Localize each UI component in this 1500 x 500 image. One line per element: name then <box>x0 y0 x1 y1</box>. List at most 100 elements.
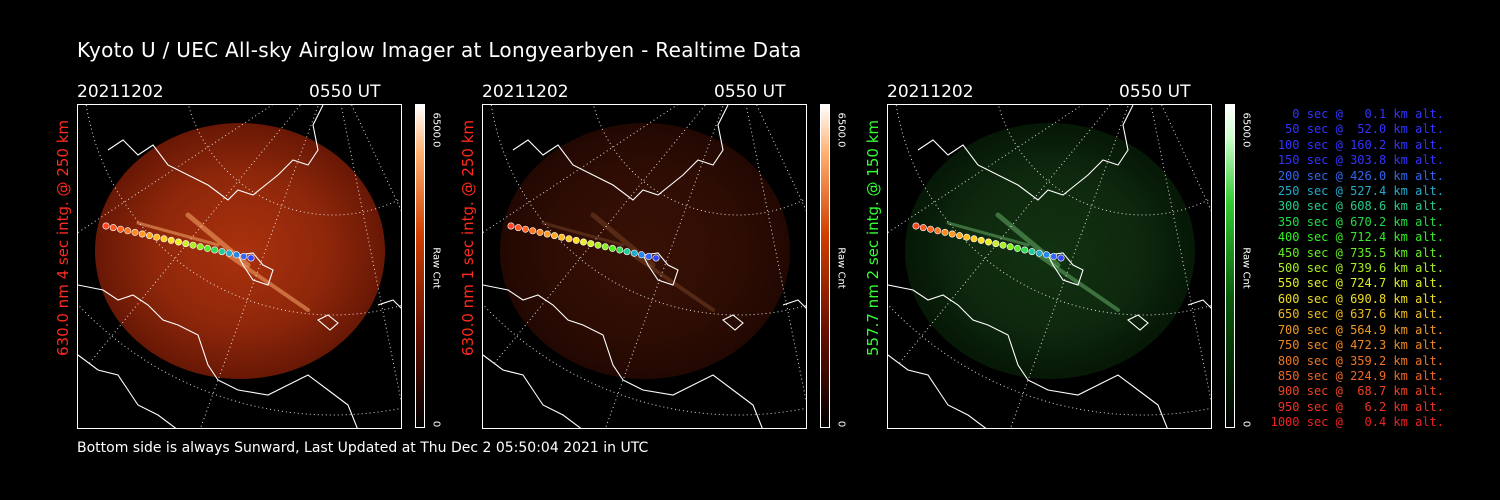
trajectory-point <box>225 249 233 257</box>
longitude-gridline <box>78 105 274 234</box>
trajectory-point <box>948 230 956 238</box>
page-title: Kyoto U / UEC All-sky Airglow Imager at … <box>77 38 802 62</box>
trajectory-point <box>146 232 154 240</box>
allsky-image-panel <box>887 104 1212 429</box>
colorbar-unit-label: Raw Cnt <box>835 247 847 289</box>
legend-row: 600 sec @ 690.8 km alt. <box>1277 291 1444 306</box>
coastline <box>377 299 401 309</box>
trajectory-point <box>196 243 204 251</box>
trajectory-point <box>926 225 934 233</box>
trajectory-point <box>1021 246 1029 254</box>
trajectory-point <box>616 246 624 254</box>
legend-row: 100 sec @ 160.2 km alt. <box>1277 137 1444 152</box>
trajectory-point <box>116 225 124 233</box>
legend-row: 850 sec @ 224.9 km alt. <box>1277 368 1444 383</box>
coastline <box>1047 252 1084 286</box>
trajectory-point <box>153 233 161 241</box>
panel-ylabel: 630.0 nm 4 sec intg. @ 250 km <box>54 119 72 357</box>
trajectory-point <box>138 230 146 238</box>
trajectory-point <box>992 240 1000 248</box>
longitude-gridline <box>492 105 706 366</box>
allsky-image-panel <box>77 104 402 429</box>
legend-row: 750 sec @ 472.3 km alt. <box>1277 338 1444 353</box>
trajectory-point <box>594 241 602 249</box>
trajectory-point <box>543 230 551 238</box>
trajectory-point <box>551 232 559 240</box>
legend-row: 650 sec @ 637.6 km alt. <box>1277 307 1444 322</box>
legend-row: 400 sec @ 712.4 km alt. <box>1277 230 1444 245</box>
trajectory-point <box>218 248 226 256</box>
legend-row: 700 sec @ 564.9 km alt. <box>1277 322 1444 337</box>
coastline <box>107 105 324 201</box>
legend-row: 900 sec @ 68.7 km alt. <box>1277 384 1444 399</box>
trajectory-point <box>109 224 117 232</box>
coastline <box>642 252 679 286</box>
legend-row: 300 sec @ 608.6 km alt. <box>1277 199 1444 214</box>
trajectory-point <box>175 238 183 246</box>
panel-ylabel: 630.0 nm 1 sec intg. @ 250 km <box>459 119 477 357</box>
panel-date: 20211202 <box>77 82 164 102</box>
coastline <box>888 284 1168 428</box>
coastline <box>317 314 339 331</box>
trajectory-point <box>638 251 646 259</box>
trajectory-point <box>999 241 1007 249</box>
footer-note: Bottom side is always Sunward, Last Upda… <box>77 440 649 456</box>
trajectory-point <box>211 246 219 254</box>
legend-row: 550 sec @ 724.7 km alt. <box>1277 276 1444 291</box>
trajectory-point <box>645 252 653 260</box>
trajectory-point <box>1057 254 1065 262</box>
trajectory-point <box>131 228 139 236</box>
trajectory-point <box>124 227 132 235</box>
coastline <box>722 314 744 331</box>
aurora-streak <box>946 221 1030 247</box>
longitude-gridline <box>200 105 319 428</box>
trajectory-point <box>941 228 949 236</box>
legend-row: 0 sec @ 0.1 km alt. <box>1292 107 1444 121</box>
aurora-streak <box>136 221 220 247</box>
aurora-streak <box>1036 253 1120 312</box>
colorbar-max-label: 6500.0 <box>430 112 442 148</box>
trajectory-point <box>572 236 580 244</box>
longitude-gridline <box>340 105 401 403</box>
panel-date: 20211202 <box>887 82 974 102</box>
longitude-gridline <box>351 105 401 212</box>
longitude-gridline <box>87 105 301 366</box>
trajectory-point <box>529 227 537 235</box>
coastline <box>1187 299 1211 309</box>
trajectory-point <box>609 244 617 252</box>
latitude-gridline <box>490 105 806 316</box>
trajectory-point <box>247 254 255 262</box>
coastline <box>237 252 274 286</box>
trajectory-point <box>565 235 573 243</box>
trajectory-point <box>233 251 241 259</box>
coastline <box>888 354 987 428</box>
legend-row: 150 sec @ 303.8 km alt. <box>1277 153 1444 168</box>
trajectory-point <box>963 233 971 241</box>
longitude-gridline <box>483 105 679 234</box>
legend-row: 950 sec @ 6.2 km alt. <box>1277 399 1444 414</box>
colorbar-max-label: 6500.0 <box>1240 112 1252 148</box>
latitude-gridline <box>895 105 1211 316</box>
trajectory-point <box>167 236 175 244</box>
longitude-gridline <box>1010 105 1129 428</box>
airglow-disk <box>905 123 1195 379</box>
airglow-disk <box>500 123 790 379</box>
legend-row: 800 sec @ 359.2 km alt. <box>1277 353 1444 368</box>
trajectory-point <box>912 222 920 230</box>
trajectory-point <box>587 240 595 248</box>
trajectory-point <box>919 224 927 232</box>
coastline <box>512 105 729 201</box>
longitude-gridline <box>888 105 1084 234</box>
coastline <box>78 284 358 428</box>
aurora-streak <box>226 253 310 312</box>
panel-ylabel: 557.7 nm 2 sec intg. @ 150 km <box>864 119 882 357</box>
coastline <box>917 105 1134 201</box>
trajectory-point <box>240 252 248 260</box>
colorbar <box>415 104 425 428</box>
trajectory-point <box>985 238 993 246</box>
trajectory-point <box>977 236 985 244</box>
trajectory-point <box>102 222 110 230</box>
trajectory-point <box>580 238 588 246</box>
trajectory-point <box>1050 252 1058 260</box>
trajectory-point <box>558 233 566 241</box>
